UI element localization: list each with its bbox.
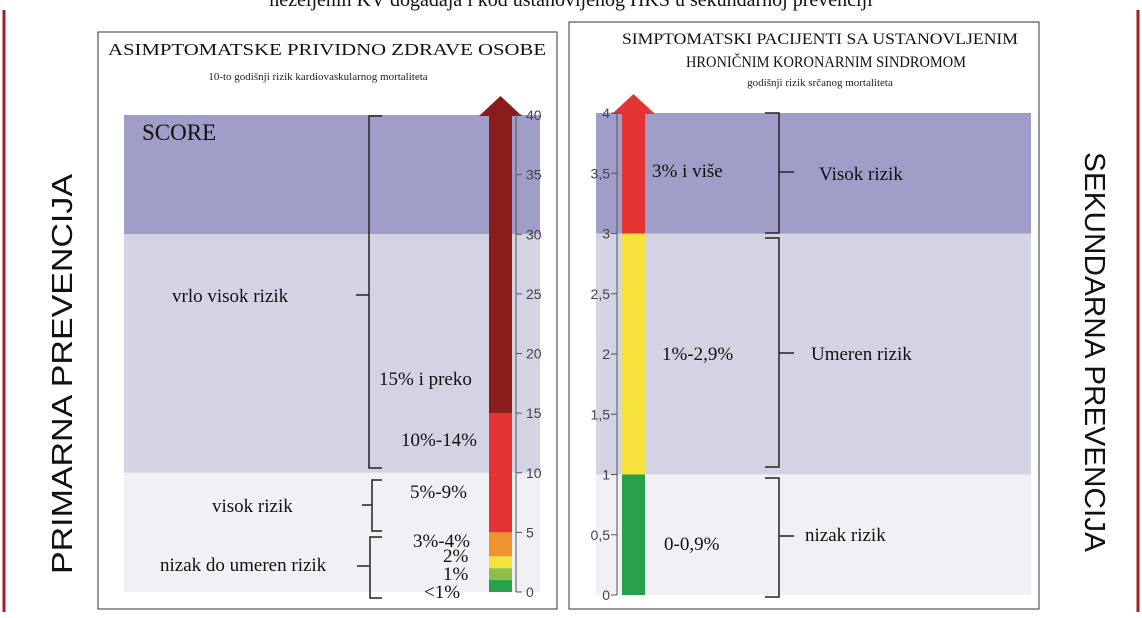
left-scale-axis: 0 5 10 15 20 25 30 35 40 (515, 107, 542, 600)
very-high-risk-label: vrlo visok rizik (172, 286, 289, 307)
risk-band-1 (124, 234, 540, 473)
tick-label: 15 (526, 405, 542, 421)
bar-segment-2 (489, 556, 512, 569)
page-title: nezeljenih KV događaja i kod ustanovljen… (269, 0, 873, 11)
bar-segment-2 (622, 113, 645, 234)
right-panel-title-line1: SIMPTOMATSKI PACIJENTI SA USTANOVLJENIM (622, 31, 1018, 48)
scale-arrow-head (479, 96, 522, 116)
value-label-2: 2% (443, 546, 469, 567)
value-label-10-14: 10%-14% (401, 430, 477, 451)
risk-band-0 (596, 113, 1031, 234)
value-label-under-1: <1% (424, 582, 460, 603)
risk-band-2 (596, 474, 1031, 595)
low-moderate-risk-label: nizak do umeren rizik (160, 555, 327, 576)
tick-label: 25 (526, 286, 542, 302)
value-label-3-4: 3%-4% (413, 531, 470, 552)
value-label-moderate-secondary: 1%-2,9% (662, 344, 733, 365)
left-risk-scale-bar (479, 96, 522, 592)
tick-label: 0 (602, 587, 610, 603)
tick-label: 4 (602, 105, 610, 121)
tick-label: 20 (526, 346, 542, 362)
risk-band-0 (124, 115, 540, 235)
tick-label: 35 (526, 167, 542, 183)
risk-band-1 (596, 233, 1031, 475)
value-label-5-9: 5%-9% (410, 482, 467, 503)
tick-label: 0 (526, 584, 534, 600)
tick-label: 0,5 (591, 527, 611, 543)
bar-segment-0 (622, 474, 645, 595)
tick-label: 1 (602, 467, 610, 483)
left-panel-subtitle: 10-to godišnji rizik kardiovaskularnog m… (208, 71, 427, 83)
tick-label: 30 (526, 226, 542, 242)
bar-segment-4 (489, 413, 512, 533)
value-label-high-secondary: 3% i više (652, 161, 723, 182)
value-label-1: 1% (443, 564, 469, 585)
brace-high-risk (362, 479, 382, 532)
brace-very-high-risk (356, 115, 382, 469)
high-risk-label: visok rizik (212, 496, 293, 517)
tick-label: 2,5 (591, 286, 611, 302)
tick-label: 1,5 (591, 406, 611, 422)
risk-label-high: Visok rizik (819, 164, 903, 185)
right-scale-axis: 0 0,5 1 1,5 2 2,5 3 3,5 4 (591, 105, 618, 603)
right-panel-title-line2: HRONIČNIM KORONARNIM SINDROMOM (686, 52, 966, 71)
risk-label-low: nizak rizik (805, 525, 886, 546)
tick-label: 2 (602, 346, 610, 362)
risk-label-moderate: Umeren rizik (811, 344, 912, 365)
value-label-15-plus: 15% i preko (379, 369, 472, 390)
bar-segment-1 (489, 568, 512, 581)
brace-low-risk-secondary (765, 477, 794, 598)
right-risk-scale-bar (612, 94, 655, 595)
left-risk-bands (124, 115, 540, 592)
right-risk-bands (596, 113, 1031, 595)
brace-low-moderate-risk (357, 536, 382, 599)
secondary-prevention-panel: SIMPTOMATSKI PACIJENTI SA USTANOVLJENIM … (568, 21, 1040, 610)
bar-segment-5 (489, 115, 512, 414)
primary-prevention-label: PRIMARNA PREVENCIJA (47, 173, 79, 574)
primary-prevention-panel: ASIMPTOMATSKE PRIVIDNO ZDRAVE OSOBE 10-t… (97, 31, 558, 610)
scale-arrow-head (612, 94, 655, 114)
tick-label: 40 (526, 107, 542, 123)
risk-band-2 (124, 472, 540, 592)
bar-segment-1 (622, 233, 645, 475)
tick-label: 5 (526, 524, 534, 540)
tick-label: 3,5 (591, 165, 611, 181)
brace-moderate-risk-secondary (765, 237, 794, 468)
tick-label: 3 (602, 226, 610, 242)
left-panel-title: ASIMPTOMATSKE PRIVIDNO ZDRAVE OSOBE (108, 40, 546, 59)
value-label-low-secondary: 0-0,9% (664, 534, 720, 555)
bar-segment-3 (489, 532, 512, 557)
score-label: SCORE (142, 120, 216, 145)
brace-high-risk-secondary (765, 112, 794, 234)
tick-label: 10 (526, 465, 542, 481)
secondary-prevention-label: SEKUNDARNA PREVENCIJA (1078, 152, 1110, 553)
right-panel-subtitle: godišnji rizik srčanog mortaliteta (747, 77, 893, 89)
bar-segment-0 (489, 580, 512, 592)
